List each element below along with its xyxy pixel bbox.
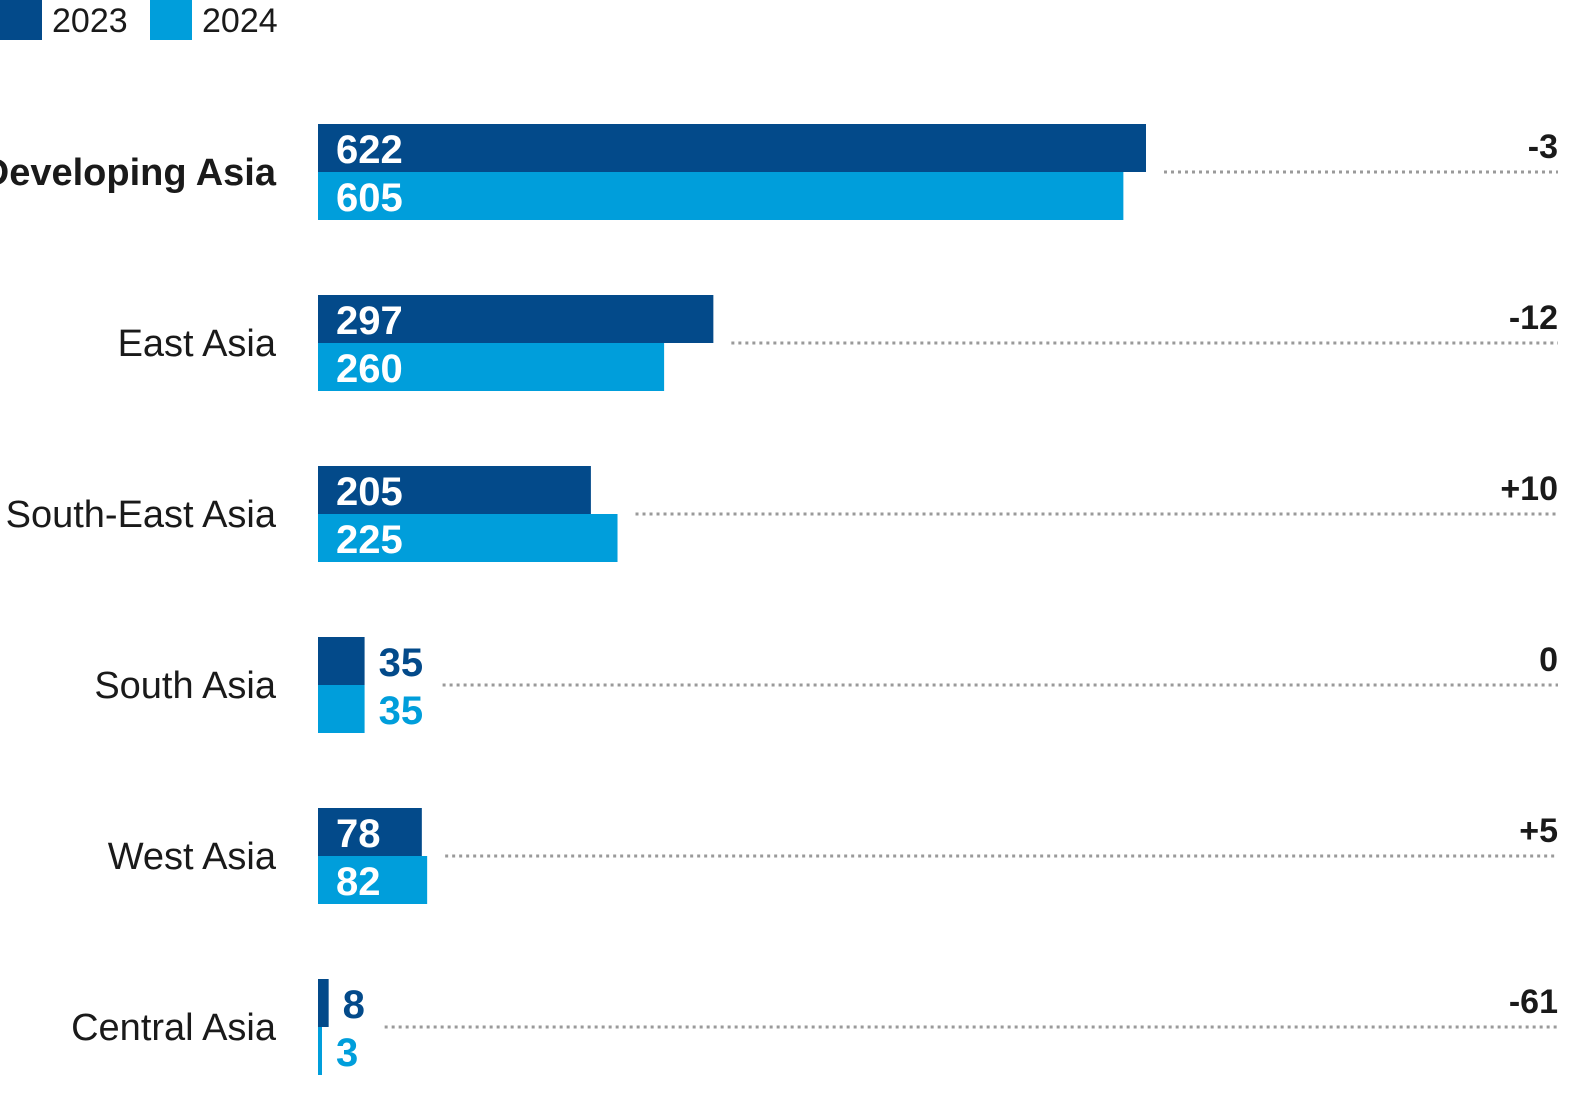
change-label-south-asia: 0 [1539, 641, 1558, 679]
value-label-2024-west-asia: 82 [336, 860, 381, 904]
bar-2024-east-asia [318, 343, 665, 391]
change-label-east-asia: -12 [1509, 299, 1558, 337]
bar-2024-west-asia [318, 856, 428, 904]
bar-2024-south-east-asia [318, 514, 618, 562]
category-label-developing-asia: Developing Asia [0, 152, 277, 194]
bar-2023-south-asia [318, 637, 365, 685]
value-label-2024-south-asia: 35 [379, 689, 424, 733]
value-label-2023-central-asia: 8 [343, 983, 365, 1027]
change-label-developing-asia: -3 [1528, 128, 1558, 166]
legend-swatch-2023 [0, 0, 42, 40]
legend: 2023 2024 [0, 0, 278, 40]
value-label-2023-east-asia: 297 [336, 299, 403, 343]
change-label-south-east-asia: +10 [1500, 470, 1558, 508]
bar-2024-south-asia [318, 685, 365, 733]
legend-swatch-2024 [150, 0, 192, 40]
chart-row: Central Asia 83 -61 [71, 979, 1558, 1075]
change-label-west-asia: +5 [1519, 812, 1558, 850]
value-label-2023-developing-asia: 622 [336, 128, 403, 172]
category-label-central-asia: Central Asia [71, 1007, 277, 1049]
bar-2023-east-asia [318, 295, 714, 343]
value-label-2024-central-asia: 3 [336, 1031, 358, 1075]
bar-2023-west-asia [318, 808, 422, 856]
legend-label-2023: 2023 [52, 2, 128, 40]
category-label-south-east-asia: South-East Asia [6, 494, 277, 536]
value-label-2024-south-east-asia: 225 [336, 518, 403, 562]
bar-2024-central-asia [318, 1027, 322, 1075]
value-label-2024-developing-asia: 605 [336, 176, 403, 220]
bar-2023-developing-asia [318, 124, 1146, 172]
value-label-2023-south-asia: 35 [379, 641, 424, 685]
bar-2023-central-asia [318, 979, 329, 1027]
change-label-central-asia: -61 [1509, 983, 1558, 1021]
category-label-south-asia: South Asia [94, 665, 277, 707]
category-label-west-asia: West Asia [108, 836, 277, 878]
value-label-2024-east-asia: 260 [336, 347, 403, 391]
legend-label-2024: 2024 [202, 2, 278, 40]
category-label-east-asia: East Asia [118, 323, 277, 365]
value-label-2023-west-asia: 78 [336, 812, 381, 856]
bar-2023-south-east-asia [318, 466, 591, 514]
value-label-2023-south-east-asia: 205 [336, 470, 403, 514]
bar-2024-developing-asia [318, 172, 1124, 220]
